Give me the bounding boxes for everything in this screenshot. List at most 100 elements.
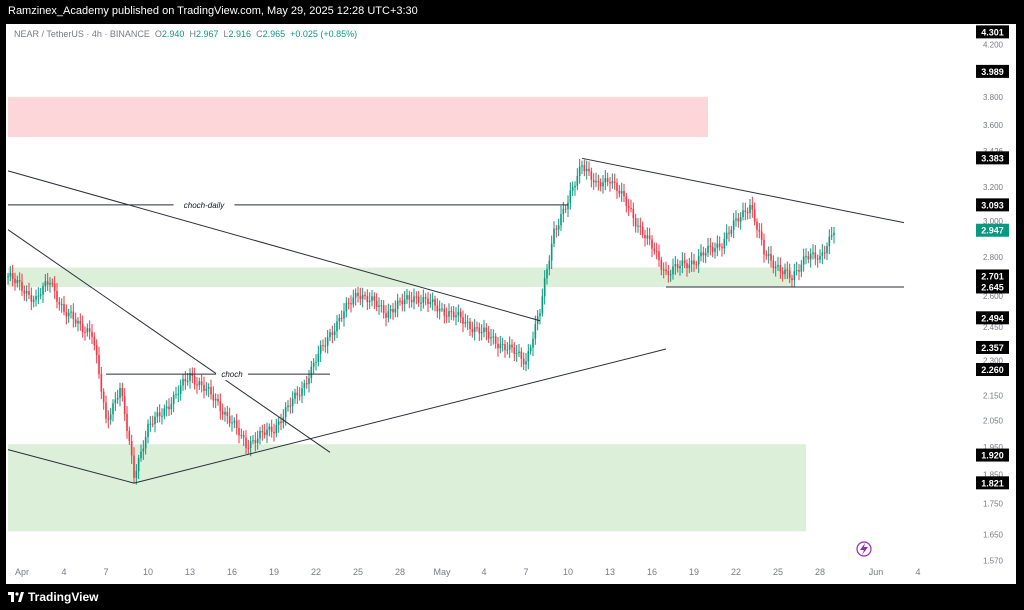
candle [93,332,96,351]
candle [700,244,702,262]
price-chart[interactable]: choch-daily choch Apr 4 7 10 13 16 19 22 25 28 May 4 7… [6,24,1016,584]
candle-body [294,392,296,399]
candle [382,300,385,319]
candle [770,246,772,268]
candle-body [406,295,408,300]
candle-body [723,239,726,249]
x-tick-label: 22 [731,567,741,577]
candle [620,182,623,202]
publisher-bar: Ramzinex_Academy published on TradingVie… [0,0,1024,24]
candle [478,322,481,341]
candle [735,210,737,227]
price-tag-label: 1.821 [981,478,1004,488]
candle-body [714,248,716,252]
candle [585,160,588,180]
candle-body [588,168,590,172]
chart-frame[interactable]: NEAR / TetherUS · 4h · BINANCE O2.940 H2… [6,24,1016,584]
tradingview-logo[interactable]: TradingView [8,590,98,604]
candle [235,413,238,435]
candle-body [627,205,630,208]
candles-group [7,158,835,485]
candle-body [142,448,145,452]
candle [298,387,301,401]
candle [91,324,93,344]
candle [394,300,397,318]
y-tick-label: 3.600 [983,121,1004,130]
candle-body [119,387,121,398]
candle [702,246,705,263]
candle [347,297,350,310]
candle [560,205,562,232]
candle-body [79,320,82,324]
candle-body [506,349,509,351]
price-tag-bg [976,448,1009,462]
candle [84,326,86,341]
candle-body [655,251,658,253]
candle-body [791,278,793,281]
candle [676,259,679,273]
price-tag-label: 3.383 [981,153,1004,163]
candle [609,177,611,192]
candle-body [774,266,777,269]
candle-body [224,411,226,415]
low-label: L [223,29,229,39]
price-tag-label: 2.701 [981,271,1004,281]
candle-body [515,353,518,355]
candle-body [247,447,250,449]
price-tag-label: 4.301 [981,27,1004,37]
candle-body [716,243,719,249]
candle-body [690,260,693,265]
candle-body [259,430,261,439]
price-tag-bg [976,340,1009,354]
candle [245,430,247,455]
candle [618,184,621,198]
candle-body [312,362,315,367]
candle-body [751,205,754,210]
candle-body [802,256,805,265]
candle-body [828,236,831,247]
candle-body [121,387,124,397]
candle-body [352,297,355,305]
symbol-legend: NEAR / TetherUS · 4h · BINANCE O2.940 H2… [14,29,357,39]
candle [70,304,72,319]
candle [686,259,688,277]
candle-body [112,403,114,415]
candle [361,287,364,308]
candle [826,242,828,260]
candle [268,423,271,437]
candle-body [382,305,385,314]
candle [217,393,219,406]
candle [522,352,525,371]
candle-body [490,337,492,339]
candle-body [331,332,334,335]
candle-body [268,426,271,430]
candle-body [280,421,282,424]
candle [81,315,84,338]
candle-body [53,283,56,291]
candle-body [39,294,42,296]
candle [508,336,511,359]
candle-body [210,387,212,395]
candle [315,354,317,371]
candle [779,257,782,279]
candle [441,302,443,313]
candle [324,337,327,353]
candle-body [42,286,44,295]
candle-body [567,202,569,210]
y-tick-label: 4.200 [983,40,1004,49]
candle-body [23,290,26,294]
candle-body [809,253,812,260]
candle-body [436,305,439,312]
candle [51,278,54,288]
candle [772,255,775,274]
candle [280,413,282,431]
candle-body [245,437,247,448]
candle-body [184,378,187,382]
x-tick-label: May [433,567,451,577]
candle [578,158,581,184]
candle-body [746,211,749,214]
candle [718,236,721,251]
candle-body [450,311,453,313]
candle [114,391,117,411]
candle [378,297,380,315]
